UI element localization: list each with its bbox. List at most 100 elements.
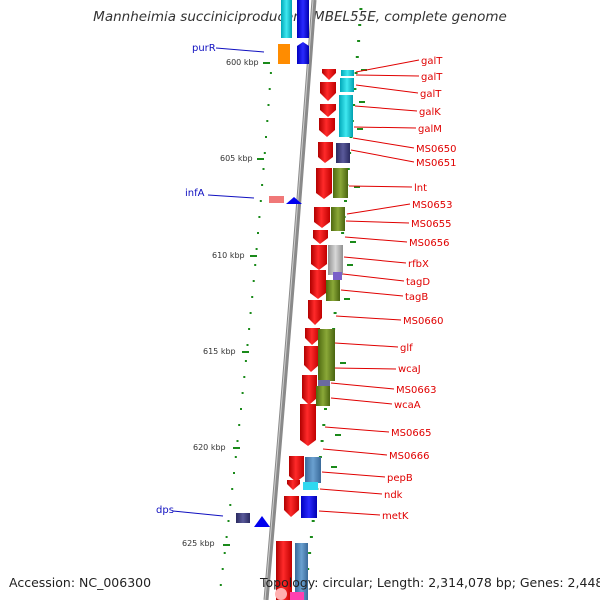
gc-dash-right <box>359 101 365 103</box>
leader-line-right <box>344 236 408 243</box>
gene-label-pepB[interactable]: pepB <box>387 473 413 484</box>
leader-line-right <box>318 510 381 516</box>
gene-label-galM[interactable]: galM <box>418 124 442 135</box>
gc-dot-left <box>249 312 252 314</box>
gene-label-glf[interactable]: glf <box>400 343 413 354</box>
leader-line-left <box>172 510 224 517</box>
gc-dot-left <box>258 216 261 218</box>
accession-text: Accession: NC_006300 <box>9 575 152 590</box>
gene-label-wcaJ[interactable]: wcaJ <box>398 364 421 375</box>
gc-dot-left <box>243 376 246 378</box>
gc-dot-right <box>353 88 357 90</box>
gc-dot-right <box>333 312 337 314</box>
gc-dot-left <box>254 264 257 266</box>
gene-dps-navy <box>236 513 250 523</box>
leader-line-right <box>334 342 399 348</box>
gene-label-MS0663[interactable]: MS0663 <box>396 385 436 396</box>
kbp-tick <box>242 351 249 353</box>
gc-dot-left <box>252 280 255 282</box>
kbp-ticks <box>223 62 270 546</box>
gene-label-galT-3[interactable]: galT <box>420 89 442 100</box>
leader-line-right <box>324 426 390 433</box>
gc-dot-left <box>268 88 271 90</box>
gene-label-lnt[interactable]: lnt <box>414 183 427 194</box>
gene-arrow-blue-infA <box>286 197 302 204</box>
gene-label-MS0650[interactable]: MS0650 <box>416 144 456 155</box>
gene-label-rfbX[interactable]: rfbX <box>408 259 429 270</box>
gene-label-MS0655[interactable]: MS0655 <box>411 219 451 230</box>
kbp-label-605: 605 kbp <box>220 154 253 163</box>
gene-label-MS0665[interactable]: MS0665 <box>391 428 431 439</box>
gc-dash-right <box>357 128 363 130</box>
kbp-label-625: 625 kbp <box>182 539 215 548</box>
gc-dot-right <box>324 408 327 410</box>
gene-label-purR[interactable]: purR <box>192 43 216 54</box>
leader-line-right <box>345 220 410 224</box>
gc-dot-left <box>238 424 241 426</box>
leader-line-right <box>353 126 417 129</box>
gene-label-dps[interactable]: dps <box>156 505 174 516</box>
leader-lines <box>172 47 420 517</box>
gc-dot-left <box>269 72 272 74</box>
leader-line-right <box>335 315 402 321</box>
gc-dot-right <box>322 424 326 426</box>
gene-label-MS0656[interactable]: MS0656 <box>409 238 449 249</box>
gene-label-infA[interactable]: infA <box>185 188 205 199</box>
gc-dot-left <box>263 152 266 154</box>
right-gene-labels: galT galT galT galK galM MS0650 MS0651 l… <box>382 56 456 522</box>
gc-dot-right <box>311 520 315 522</box>
gene-infA-pink <box>269 196 284 203</box>
gene-label-tagD[interactable]: tagD <box>406 277 430 288</box>
gc-dot-left <box>240 408 242 410</box>
gene-block-steel-bottom <box>295 543 308 600</box>
leader-line-right <box>348 185 413 188</box>
leader-line-right <box>355 59 420 73</box>
gc-dot-left <box>236 440 239 442</box>
gene-label-MS0651[interactable]: MS0651 <box>416 158 456 169</box>
gene-block-magenta-bottom <box>290 592 304 600</box>
gc-dot-left <box>261 184 264 186</box>
kbp-labels: 600 kbp 605 kbp 610 kbp 615 kbp 620 kbp … <box>182 58 259 548</box>
gc-dot-left <box>229 504 232 506</box>
gc-dot-left <box>225 536 228 538</box>
gc-dot-right <box>357 40 361 42</box>
gc-dot-left <box>248 328 251 330</box>
kbp-tick <box>250 255 257 257</box>
gene-label-galT-2[interactable]: galT <box>421 72 443 83</box>
leader-line-left <box>215 47 265 53</box>
gene-label-ndk[interactable]: ndk <box>384 490 403 501</box>
leader-line-right <box>352 137 415 149</box>
kbp-label-610: 610 kbp <box>212 251 245 260</box>
gene-label-tagB[interactable]: tagB <box>405 292 428 303</box>
gc-dot-right <box>320 440 324 442</box>
leader-line-right <box>330 397 393 405</box>
kbp-tick <box>257 158 264 160</box>
leader-line-right <box>340 289 404 297</box>
red-gene-arrows <box>284 69 336 517</box>
gc-dot-left <box>244 360 247 362</box>
gene-label-galK[interactable]: galK <box>419 107 441 118</box>
gene-label-galT-1[interactable]: galT <box>421 56 443 67</box>
kbp-tick <box>233 447 240 449</box>
gc-dash-right <box>335 434 341 436</box>
gene-label-wcaA[interactable]: wcaA <box>394 400 421 411</box>
leader-line-right <box>354 105 418 112</box>
gene-label-MS0653[interactable]: MS0653 <box>412 200 452 211</box>
gene-label-MS0666[interactable]: MS0666 <box>389 451 429 462</box>
gc-dot-left <box>233 472 235 474</box>
gc-dot-left <box>266 120 269 122</box>
gene-label-metK[interactable]: metK <box>382 511 409 522</box>
gc-dash-right <box>331 466 337 468</box>
leader-line-right <box>330 382 395 390</box>
leader-line-right <box>342 273 405 282</box>
gene-label-MS0660[interactable]: MS0660 <box>403 316 443 327</box>
gc-dot-left <box>255 248 258 250</box>
gc-dot-right <box>346 168 350 170</box>
gc-dot-left <box>257 232 259 234</box>
gc-dot-right <box>309 536 313 538</box>
leader-line-right <box>350 149 415 163</box>
gc-dot-left <box>231 488 234 490</box>
gc-dot-right <box>355 56 359 58</box>
gc-dot-left <box>265 136 267 138</box>
